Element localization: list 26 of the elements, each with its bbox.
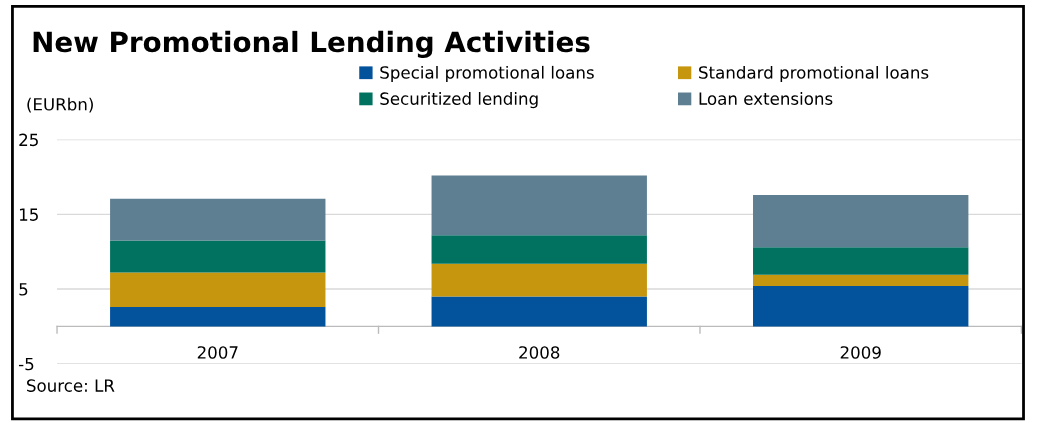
bar: [110, 198, 326, 241]
y-tick-label: 5: [19, 283, 28, 296]
bar: [431, 175, 647, 236]
legend-label: Special promotional loans: [380, 65, 594, 83]
y-axis-title: (EURbn): [27, 97, 93, 113]
legend-label: Loan extensions: [699, 92, 833, 105]
x-tick-label: 2008: [519, 346, 560, 359]
bar: [110, 306, 326, 327]
y-tick-label: -5: [18, 357, 34, 371]
bar: [431, 263, 647, 297]
bar: [110, 272, 326, 307]
source-note: Source: LR: [27, 379, 115, 392]
x-tick-label: 2007: [197, 346, 238, 359]
bar: [753, 247, 969, 275]
bar: [431, 296, 647, 327]
bar: [753, 286, 969, 327]
bar: [753, 274, 969, 287]
legend-label: Standard promotional loans: [699, 65, 929, 83]
bar: [753, 194, 969, 248]
chart-title: New Promotional Lending Activities: [33, 30, 590, 58]
y-tick-label: 15: [19, 208, 38, 221]
legend-label: Securitized lending: [380, 92, 538, 109]
y-tick-label: 25: [19, 133, 38, 147]
bar: [431, 235, 647, 264]
x-tick-label: 2009: [840, 346, 881, 359]
bar: [110, 240, 326, 273]
